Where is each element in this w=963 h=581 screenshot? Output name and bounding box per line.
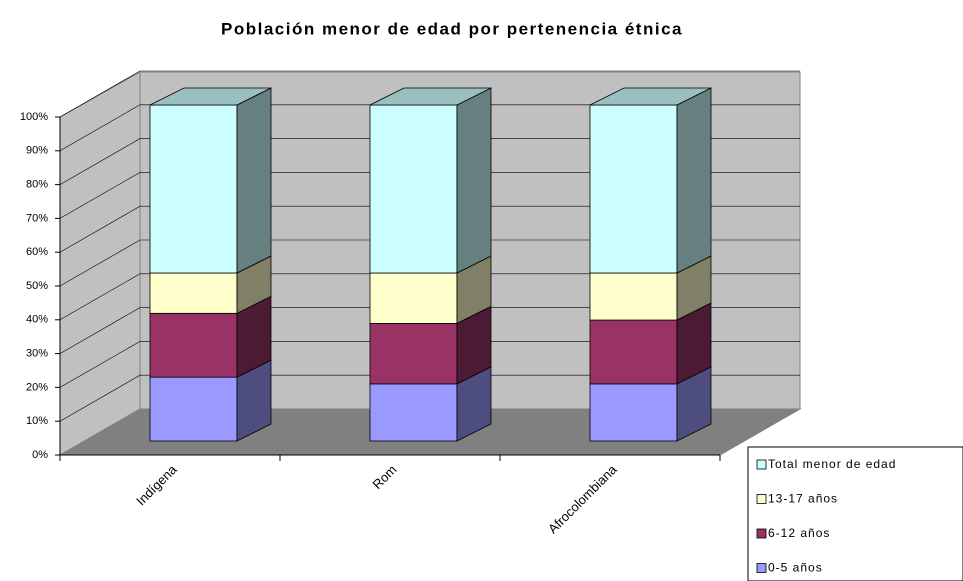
chart-title: Población menor de edad por pertenencia …	[221, 19, 683, 38]
bar-segment	[149, 104, 238, 274]
bar-segment	[369, 383, 458, 442]
bar-side	[456, 87, 492, 274]
y-tick-label: 0%	[32, 449, 48, 461]
bar-segment	[589, 104, 678, 274]
legend-swatch	[756, 494, 767, 504]
y-tick-label: 40%	[26, 314, 48, 326]
bar-segment	[589, 319, 678, 385]
grid-line	[59, 70, 800, 118]
y-tick-label: 100%	[20, 111, 48, 123]
grid-line	[59, 307, 800, 354]
legend-swatch	[756, 563, 767, 573]
x-tick-label: Rom	[370, 462, 400, 492]
grid-line	[59, 273, 800, 321]
bar-top	[369, 87, 492, 106]
left-wall	[59, 71, 141, 456]
grid-line	[59, 138, 800, 185]
legend-swatch	[756, 528, 767, 539]
y-tick-label: 50%	[26, 280, 48, 292]
grid-line	[59, 104, 800, 152]
grid-line	[59, 205, 800, 253]
bar-segment	[369, 104, 458, 274]
legend	[747, 446, 963, 581]
bar-side	[236, 87, 272, 274]
bar-top	[149, 87, 272, 106]
bar-side	[676, 87, 712, 274]
bar-top	[589, 87, 712, 106]
y-tick-label: 90%	[26, 145, 48, 157]
bar-segment	[369, 322, 458, 385]
bar-segment	[589, 272, 678, 321]
y-tick-label: 80%	[26, 179, 48, 191]
legend-label: 0-5 años	[768, 561, 823, 575]
legend-label: 13-17 años	[768, 492, 838, 506]
x-tick-label: Indígena	[133, 461, 180, 508]
bar-segment	[369, 272, 458, 324]
grid-line	[59, 239, 800, 287]
y-tick-label: 60%	[26, 246, 48, 258]
y-tick-label: 10%	[26, 415, 48, 427]
legend-label: 6-12 años	[768, 526, 830, 540]
grid-line	[59, 341, 800, 388]
bar-segment	[149, 312, 238, 378]
bar-segment	[149, 272, 238, 314]
grid-line	[59, 374, 800, 422]
bar-segment	[589, 383, 678, 442]
legend-swatch	[756, 459, 767, 470]
bar-segment	[149, 376, 238, 442]
legend-label: Total menor de edad	[768, 457, 896, 471]
y-tick-label: 30%	[26, 348, 48, 360]
y-tick-label: 70%	[26, 212, 48, 224]
grid-line	[59, 172, 800, 219]
y-tick-label: 20%	[26, 381, 48, 393]
x-tick-label: Afrocolombiana	[545, 461, 620, 536]
